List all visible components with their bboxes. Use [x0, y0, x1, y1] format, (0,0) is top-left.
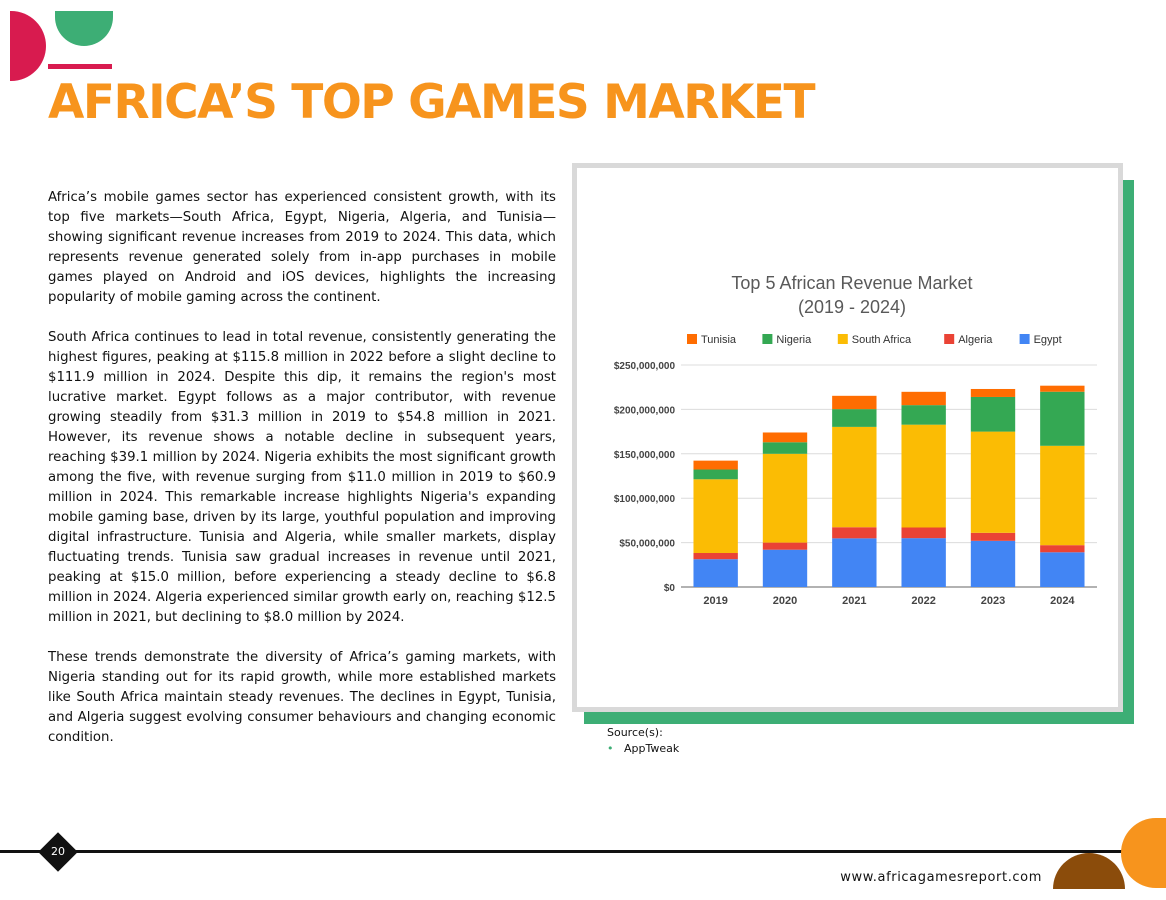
decorative-bar-pink: [48, 64, 112, 69]
paragraph-2: South Africa continues to lead in total …: [48, 330, 556, 625]
bar-segment: [901, 405, 946, 425]
legend-swatch: [944, 334, 955, 344]
x-tick-label: 2023: [981, 595, 1005, 607]
y-tick-label: $0: [664, 583, 676, 594]
paragraph-3: These trends demonstrate the diversity o…: [48, 650, 556, 745]
chart-title-line: (2019 - 2024): [798, 297, 906, 317]
x-tick-label: 2019: [703, 595, 727, 607]
bar-segment: [901, 527, 946, 539]
bar-segment: [901, 538, 946, 587]
legend-label: Algeria: [958, 334, 993, 346]
legend-label: Nigeria: [776, 334, 812, 346]
bar-segment: [1040, 545, 1085, 553]
x-tick-label: 2021: [842, 595, 866, 607]
legend-label: Tunisia: [701, 334, 737, 346]
bar-segment: [693, 460, 738, 470]
footer-divider: [0, 850, 1166, 853]
bar-segment: [762, 453, 808, 543]
bar-segment: [970, 388, 1016, 397]
x-tick-label: 2020: [773, 595, 797, 607]
bar-segment: [832, 395, 877, 410]
y-tick-label: $150,000,000: [614, 450, 676, 461]
y-tick-label: $100,000,000: [614, 494, 676, 505]
source-block: Source(s): AppTweak: [607, 725, 679, 757]
x-tick-label: 2024: [1050, 595, 1075, 607]
bar-segment: [693, 559, 738, 587]
footer-url: www.africagamesreport.com: [840, 870, 1042, 885]
decorative-half-circle-green: [55, 11, 113, 46]
bar-segment: [1040, 445, 1085, 546]
bar-segment: [901, 424, 946, 528]
bar-segment: [762, 432, 808, 443]
legend-swatch: [687, 334, 697, 344]
decorative-half-circle-brown: [1053, 853, 1125, 889]
chart-frame: Top 5 African Revenue Market (2019 - 2024…: [572, 163, 1123, 712]
bar-segment: [762, 542, 808, 550]
legend-label: South Africa: [852, 334, 912, 346]
y-tick-label: $200,000,000: [614, 405, 676, 416]
bar-segment: [1040, 391, 1085, 446]
x-tick-label: 2022: [911, 595, 935, 607]
bar-segment: [832, 426, 877, 528]
page-number: 20: [51, 845, 65, 858]
bar-segment: [1040, 385, 1085, 392]
chart-title-line: Top 5 African Revenue Market: [731, 273, 972, 293]
paragraph-1: Africa’s mobile games sector has experie…: [48, 190, 556, 305]
bar-segment: [832, 409, 877, 427]
page-number-badge: 20: [38, 832, 78, 872]
article-body: Africa’s mobile games sector has experie…: [48, 188, 556, 768]
bar-segment: [970, 540, 1016, 587]
bar-segment: [832, 527, 877, 539]
bar-segment: [762, 549, 808, 587]
decorative-half-circle-pink: [10, 11, 46, 81]
y-tick-label: $250,000,000: [614, 361, 676, 372]
bar-segment: [970, 532, 1016, 541]
source-label: Source(s):: [607, 726, 663, 739]
bar-segment: [762, 442, 808, 454]
decorative-half-circle-orange: [1121, 818, 1166, 888]
legend-swatch: [762, 334, 773, 344]
bar-segment: [832, 538, 877, 587]
bar-segment: [1040, 552, 1085, 587]
revenue-chart: Top 5 African Revenue Market (2019 - 2024…: [614, 273, 1097, 607]
source-item: AppTweak: [607, 741, 679, 757]
bar-segment: [693, 469, 738, 480]
bar-segment: [970, 431, 1016, 533]
legend-swatch: [1019, 334, 1030, 344]
bar-segment: [693, 552, 738, 560]
bar-segment: [693, 479, 738, 553]
bar-segment: [901, 391, 946, 406]
bar-segment: [970, 396, 1016, 432]
y-tick-label: $50,000,000: [619, 539, 675, 550]
legend-swatch: [837, 334, 848, 344]
page-title: AFRICA’S TOP GAMES MARKET: [48, 75, 816, 130]
legend-label: Egypt: [1034, 334, 1062, 346]
